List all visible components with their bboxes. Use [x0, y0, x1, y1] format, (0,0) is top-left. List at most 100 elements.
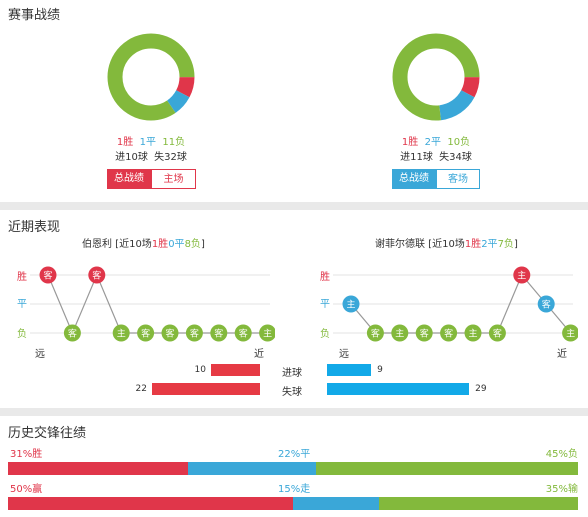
away-wins: 1胜: [401, 137, 419, 148]
history-bar-segment: [293, 497, 379, 510]
home-goals: 进10球 失32球: [115, 152, 187, 163]
form-point: 客: [161, 324, 179, 342]
history-row1-bar: [8, 462, 578, 475]
form-point: 主: [562, 324, 578, 342]
home-form-title: 伯恩利 [近10场1胜0平8负]: [82, 239, 205, 250]
home-venue-tab[interactable]: 主场: [151, 169, 196, 189]
history-bar-segment: [8, 462, 189, 475]
history-bar-segment: [188, 462, 317, 475]
svg-text:主: 主: [263, 328, 272, 340]
home-y-label-win: 胜: [17, 272, 27, 283]
form-point: 客: [63, 324, 81, 342]
away-goals-for-value: 9: [377, 365, 383, 375]
form-point: 主: [464, 324, 482, 342]
away-goals-against-value: 29: [475, 384, 487, 394]
svg-text:主: 主: [395, 328, 404, 340]
history-row2-right: 35%输: [545, 484, 578, 495]
history-row2-left: 50%赢: [10, 484, 43, 495]
history-bar-segment: [8, 497, 293, 510]
home-x-label-near: 近: [254, 349, 264, 360]
home-losses: 11负: [162, 137, 186, 148]
away-form-title: 谢菲尔德联 [近10场1胜2平7负]: [375, 239, 518, 250]
home-donut-chart: [107, 33, 195, 121]
history-row1-left: 31%胜: [10, 449, 43, 460]
away-goals-for-bar: [327, 364, 372, 376]
form-point: 客: [88, 266, 106, 284]
section-title: 历史交锋往绩: [8, 426, 87, 441]
away-y-label-loss: 负: [320, 329, 330, 340]
home-y-label-loss: 负: [17, 329, 27, 340]
svg-text:主: 主: [346, 299, 355, 311]
svg-text:客: 客: [92, 270, 101, 282]
away-y-label-draw: 平: [320, 299, 330, 310]
form-point: 客: [415, 324, 433, 342]
away-total-tab[interactable]: 总战绩: [392, 169, 436, 189]
history-row1-mid: 22%平: [278, 449, 311, 460]
history-row2-mid: 15%走: [278, 484, 311, 495]
svg-text:主: 主: [468, 328, 477, 340]
away-form-chart: 主客主客客主客主客主: [333, 266, 578, 342]
home-goals-for-bar: [211, 364, 260, 376]
svg-text:客: 客: [68, 328, 77, 340]
away-donut-chart: [392, 33, 480, 121]
history-bar-segment: [316, 462, 578, 475]
form-point: 客: [210, 324, 228, 342]
goals-for-label: 进球: [282, 368, 302, 379]
svg-text:客: 客: [165, 328, 174, 340]
svg-text:客: 客: [190, 328, 199, 340]
form-point: 主: [112, 324, 130, 342]
form-point: 客: [488, 324, 506, 342]
svg-text:主: 主: [117, 328, 126, 340]
away-y-label-win: 胜: [320, 272, 330, 283]
svg-text:客: 客: [444, 328, 453, 340]
form-point: 客: [366, 324, 384, 342]
svg-text:客: 客: [371, 328, 380, 340]
history-panel: 历史交锋往绩 31%胜 22%平 45%负 50%赢 15%走 35%输: [0, 416, 588, 517]
svg-text:客: 客: [43, 270, 52, 282]
section-title: 赛事战绩: [8, 8, 61, 23]
away-losses: 10负: [447, 137, 471, 148]
form-point: 客: [537, 295, 555, 313]
history-row2-bar: [8, 497, 578, 510]
season-record-panel: 赛事战绩 1胜 1平 11负 进10球 失32球 总战绩 主场 1胜 2平 10…: [0, 0, 588, 202]
home-goals-against-bar: [152, 383, 260, 395]
svg-text:客: 客: [214, 328, 223, 340]
away-record: 1胜 2平 10负: [356, 136, 516, 150]
svg-text:主: 主: [517, 270, 526, 282]
home-draws: 1平: [139, 137, 156, 148]
form-point: 客: [39, 266, 57, 284]
form-point: 主: [259, 324, 275, 342]
goals-against-label: 失球: [282, 387, 302, 398]
donut-slice: [107, 33, 195, 121]
form-point: 主: [342, 295, 360, 313]
home-x-label-far: 远: [35, 349, 45, 360]
svg-text:客: 客: [420, 328, 429, 340]
donut-slice: [392, 33, 480, 121]
svg-text:客: 客: [542, 299, 551, 311]
away-x-label-far: 远: [339, 349, 349, 360]
home-total-tab[interactable]: 总战绩: [107, 169, 151, 189]
home-form-chart: 客客客主客客客客客主: [30, 266, 275, 342]
svg-text:客: 客: [493, 328, 502, 340]
form-point: 客: [137, 324, 155, 342]
form-point: 主: [513, 266, 531, 284]
away-draws: 2平: [424, 137, 441, 148]
home-wins: 1胜: [116, 137, 134, 148]
form-point: 客: [440, 324, 458, 342]
form-point: 客: [185, 324, 203, 342]
away-goals: 进11球 失34球: [400, 152, 472, 163]
form-point: 主: [391, 324, 409, 342]
form-point: 客: [234, 324, 252, 342]
svg-text:主: 主: [566, 328, 575, 340]
home-goals-for-value: 10: [194, 365, 206, 375]
section-title: 近期表现: [8, 220, 61, 235]
home-goals-against-value: 22: [135, 384, 147, 394]
recent-form-panel: 近期表现 伯恩利 [近10场1胜0平8负] 谢菲尔德联 [近10场1胜2平7负]…: [0, 210, 588, 408]
history-bar-segment: [378, 497, 578, 510]
home-y-label-draw: 平: [17, 299, 27, 310]
home-record: 1胜 1平 11负: [71, 136, 231, 150]
svg-text:客: 客: [239, 328, 248, 340]
away-x-label-near: 近: [557, 349, 567, 360]
away-goals-against-bar: [327, 383, 470, 395]
away-venue-tab[interactable]: 客场: [436, 169, 480, 189]
